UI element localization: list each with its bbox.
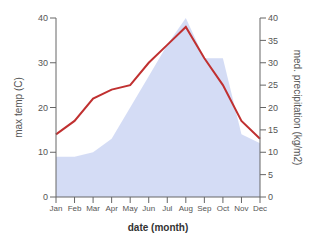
svg-text:40: 40 — [268, 13, 278, 23]
svg-text:Dec: Dec — [253, 204, 267, 213]
svg-text:10: 10 — [38, 147, 48, 157]
svg-text:max temp (C): max temp (C) — [13, 77, 24, 138]
svg-text:Jul: Jul — [162, 204, 172, 213]
svg-text:35: 35 — [268, 36, 278, 46]
svg-text:0: 0 — [268, 192, 273, 202]
svg-text:25: 25 — [268, 80, 278, 90]
svg-text:0: 0 — [43, 192, 48, 202]
svg-text:5: 5 — [268, 170, 273, 180]
svg-text:Mar: Mar — [86, 204, 100, 213]
svg-text:30: 30 — [268, 58, 278, 68]
svg-text:med. precipitation (kg/m2): med. precipitation (kg/m2) — [292, 50, 303, 166]
svg-text:20: 20 — [38, 103, 48, 113]
svg-text:15: 15 — [268, 125, 278, 135]
svg-text:date (month): date (month) — [128, 222, 189, 233]
svg-text:20: 20 — [268, 103, 278, 113]
svg-text:Apr: Apr — [105, 204, 118, 213]
svg-text:Feb: Feb — [68, 204, 82, 213]
svg-text:Sep: Sep — [197, 204, 212, 213]
svg-text:Jan: Jan — [50, 204, 63, 213]
svg-text:May: May — [123, 204, 138, 213]
svg-text:Nov: Nov — [234, 204, 248, 213]
svg-text:40: 40 — [38, 13, 48, 23]
svg-text:10: 10 — [268, 147, 278, 157]
svg-text:Jun: Jun — [142, 204, 155, 213]
svg-text:Aug: Aug — [179, 204, 193, 213]
svg-text:30: 30 — [38, 58, 48, 68]
svg-text:Oct: Oct — [217, 204, 230, 213]
